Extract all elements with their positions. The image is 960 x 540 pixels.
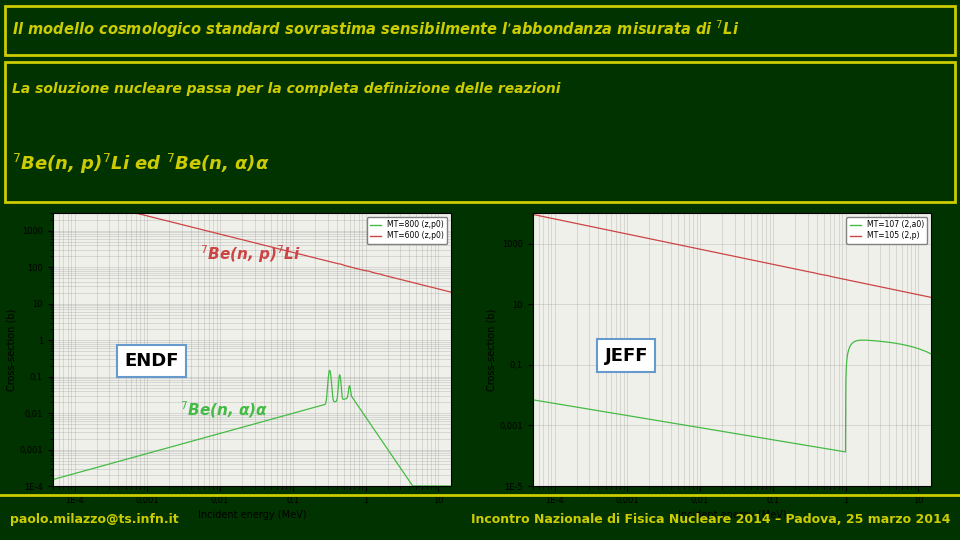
Text: paolo.milazzo@ts.infn.it: paolo.milazzo@ts.infn.it: [10, 513, 179, 526]
X-axis label: Incident energy (MeV): Incident energy (MeV): [678, 510, 786, 520]
Text: $^7$Be(n, p)$^7$Li ed $^7$Be(n, α)α: $^7$Be(n, p)$^7$Li ed $^7$Be(n, α)α: [12, 152, 270, 177]
Text: ENDF: ENDF: [125, 352, 179, 370]
FancyBboxPatch shape: [5, 6, 955, 55]
Text: La soluzione nucleare passa per la completa definizione delle reazioni: La soluzione nucleare passa per la compl…: [12, 82, 561, 96]
Text: JEFF: JEFF: [605, 347, 648, 364]
Y-axis label: Cross-section (b): Cross-section (b): [487, 308, 496, 391]
Text: Incontro Nazionale di Fisica Nucleare 2014 – Padova, 25 marzo 2014: Incontro Nazionale di Fisica Nucleare 20…: [471, 513, 950, 526]
Text: $^7$Be(n, α)α: $^7$Be(n, α)α: [180, 399, 269, 420]
Text: $^7$Be(n, p)$^7$Li: $^7$Be(n, p)$^7$Li: [201, 243, 300, 265]
Y-axis label: Cross-section (b): Cross-section (b): [7, 308, 16, 391]
Legend: MT=800 (z,p0), MT=600 (z,p0): MT=800 (z,p0), MT=600 (z,p0): [367, 217, 447, 244]
Legend: MT=107 (2,a0), MT=105 (2,p): MT=107 (2,a0), MT=105 (2,p): [847, 217, 927, 244]
FancyBboxPatch shape: [5, 62, 955, 202]
Text: Il modello cosmologico standard sovrastima sensibilmente l’abbondanza misurata d: Il modello cosmologico standard sovrasti…: [12, 18, 740, 40]
X-axis label: Incident energy (MeV): Incident energy (MeV): [198, 510, 306, 520]
